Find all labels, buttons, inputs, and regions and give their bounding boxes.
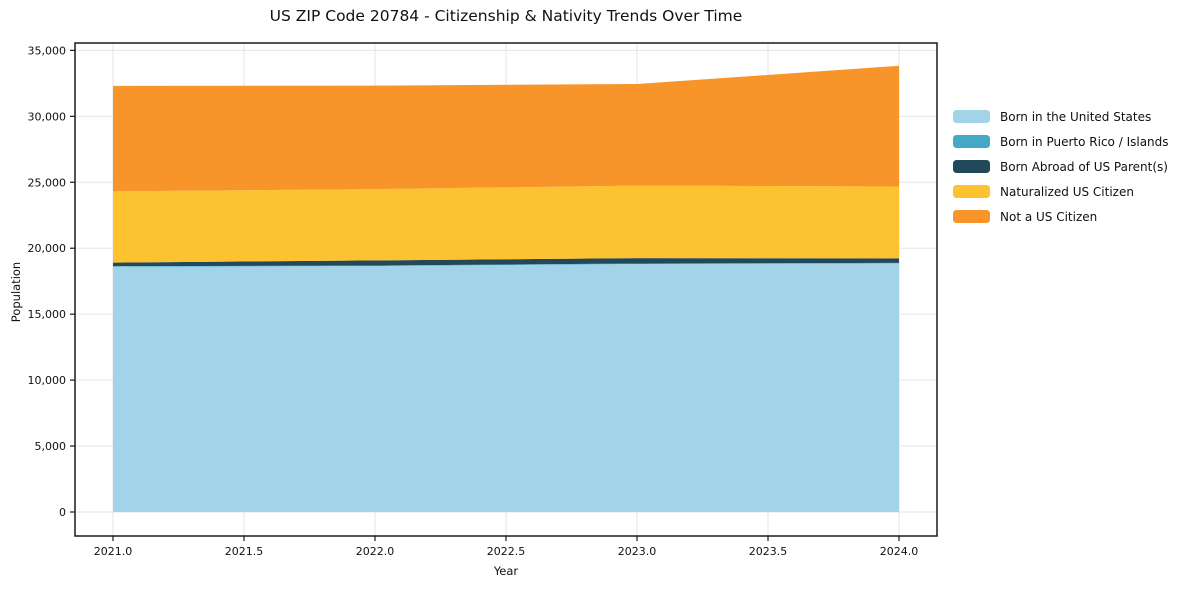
y-tick-label: 30,000 bbox=[28, 110, 67, 123]
legend-label: Born in Puerto Rico / Islands bbox=[1000, 134, 1169, 149]
legend-swatch bbox=[953, 135, 990, 148]
legend-item: Not a US Citizen bbox=[953, 204, 1169, 229]
legend-swatch bbox=[953, 160, 990, 173]
y-tick-label: 25,000 bbox=[28, 176, 67, 189]
x-tick-label: 2022.0 bbox=[356, 545, 395, 558]
x-tick-label: 2024.0 bbox=[880, 545, 919, 558]
area-series bbox=[113, 185, 899, 263]
y-tick-label: 15,000 bbox=[28, 308, 67, 321]
legend-label: Born Abroad of US Parent(s) bbox=[1000, 159, 1168, 174]
y-tick-label: 0 bbox=[59, 506, 66, 519]
x-tick-label: 2022.5 bbox=[487, 545, 526, 558]
x-tick-label: 2023.0 bbox=[618, 545, 657, 558]
area-series bbox=[113, 262, 899, 267]
legend-label: Naturalized US Citizen bbox=[1000, 184, 1134, 199]
x-tick-label: 2021.0 bbox=[94, 545, 133, 558]
legend-swatch bbox=[953, 210, 990, 223]
x-tick-label: 2023.5 bbox=[749, 545, 788, 558]
area-series bbox=[113, 263, 899, 512]
area-series bbox=[113, 65, 899, 192]
y-tick-label: 10,000 bbox=[28, 374, 67, 387]
y-tick-label: 5,000 bbox=[35, 440, 67, 453]
y-tick-label: 35,000 bbox=[28, 44, 67, 57]
chart-title: US ZIP Code 20784 - Citizenship & Nativi… bbox=[269, 7, 743, 25]
legend: Born in the United States Born in Puerto … bbox=[953, 104, 1169, 229]
legend-label: Born in the United States bbox=[1000, 109, 1152, 124]
y-axis-label: Population bbox=[9, 261, 23, 323]
legend-item: Born Abroad of US Parent(s) bbox=[953, 154, 1169, 179]
legend-item: Naturalized US Citizen bbox=[953, 179, 1169, 204]
x-tick-label: 2021.5 bbox=[225, 545, 264, 558]
legend-item: Born in the United States bbox=[953, 104, 1169, 129]
legend-item: Born in Puerto Rico / Islands bbox=[953, 129, 1169, 154]
legend-label: Not a US Citizen bbox=[1000, 209, 1098, 224]
area-series bbox=[113, 258, 899, 267]
y-tick-label: 20,000 bbox=[28, 242, 67, 255]
legend-swatch bbox=[953, 185, 990, 198]
legend-swatch bbox=[953, 110, 990, 123]
x-axis-label: Year bbox=[493, 564, 519, 578]
